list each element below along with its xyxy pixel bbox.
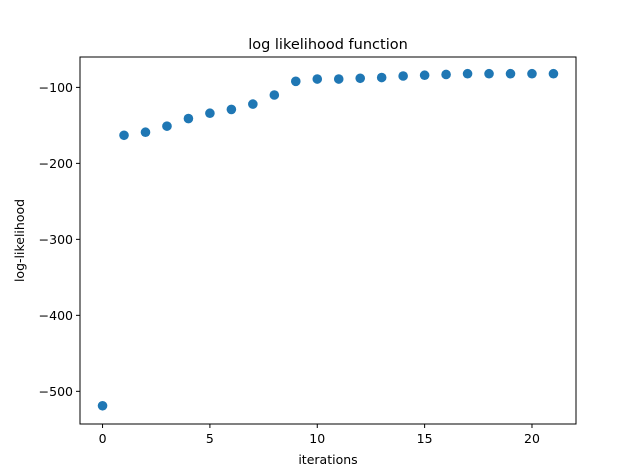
x-axis-label: iterations [298, 452, 357, 467]
x-tick-label: 5 [206, 431, 214, 446]
data-point [248, 99, 258, 109]
data-point [183, 113, 194, 124]
y-tick-label: −300 [39, 232, 73, 247]
y-tick-label: −400 [39, 308, 73, 323]
x-tick-label: 15 [417, 431, 433, 446]
y-tick-label: −500 [39, 384, 73, 399]
data-point [226, 104, 237, 115]
data-point [527, 68, 537, 79]
data-point [205, 108, 215, 119]
x-tick-label: 10 [309, 431, 325, 446]
data-point [419, 70, 430, 81]
data-point [290, 76, 301, 87]
axis-ticks: 0 5 10 15 20 −500 −400 −300 −200 −100 [39, 80, 540, 446]
data-point [312, 74, 323, 84]
y-tick-label: −100 [39, 80, 73, 95]
data-point [462, 68, 473, 79]
data-point [355, 73, 366, 84]
x-tick-label: 20 [524, 431, 540, 446]
chart-title: log likelihood function [248, 37, 408, 53]
data-point [441, 69, 451, 80]
x-tick-label: 0 [99, 431, 107, 446]
data-point [484, 68, 494, 79]
y-tick-label: −200 [39, 156, 73, 171]
data-point [548, 68, 559, 79]
data-point [333, 74, 344, 84]
data-point [140, 127, 151, 138]
data-point [162, 121, 172, 131]
data-point [398, 71, 408, 81]
plot-frame [79, 56, 577, 425]
data-point [97, 400, 108, 411]
y-axis-label: log-likelihood [12, 199, 27, 282]
data-point [119, 130, 129, 141]
data-point [269, 90, 280, 100]
data-points [97, 68, 559, 411]
data-point [505, 68, 516, 79]
data-point [376, 72, 387, 83]
